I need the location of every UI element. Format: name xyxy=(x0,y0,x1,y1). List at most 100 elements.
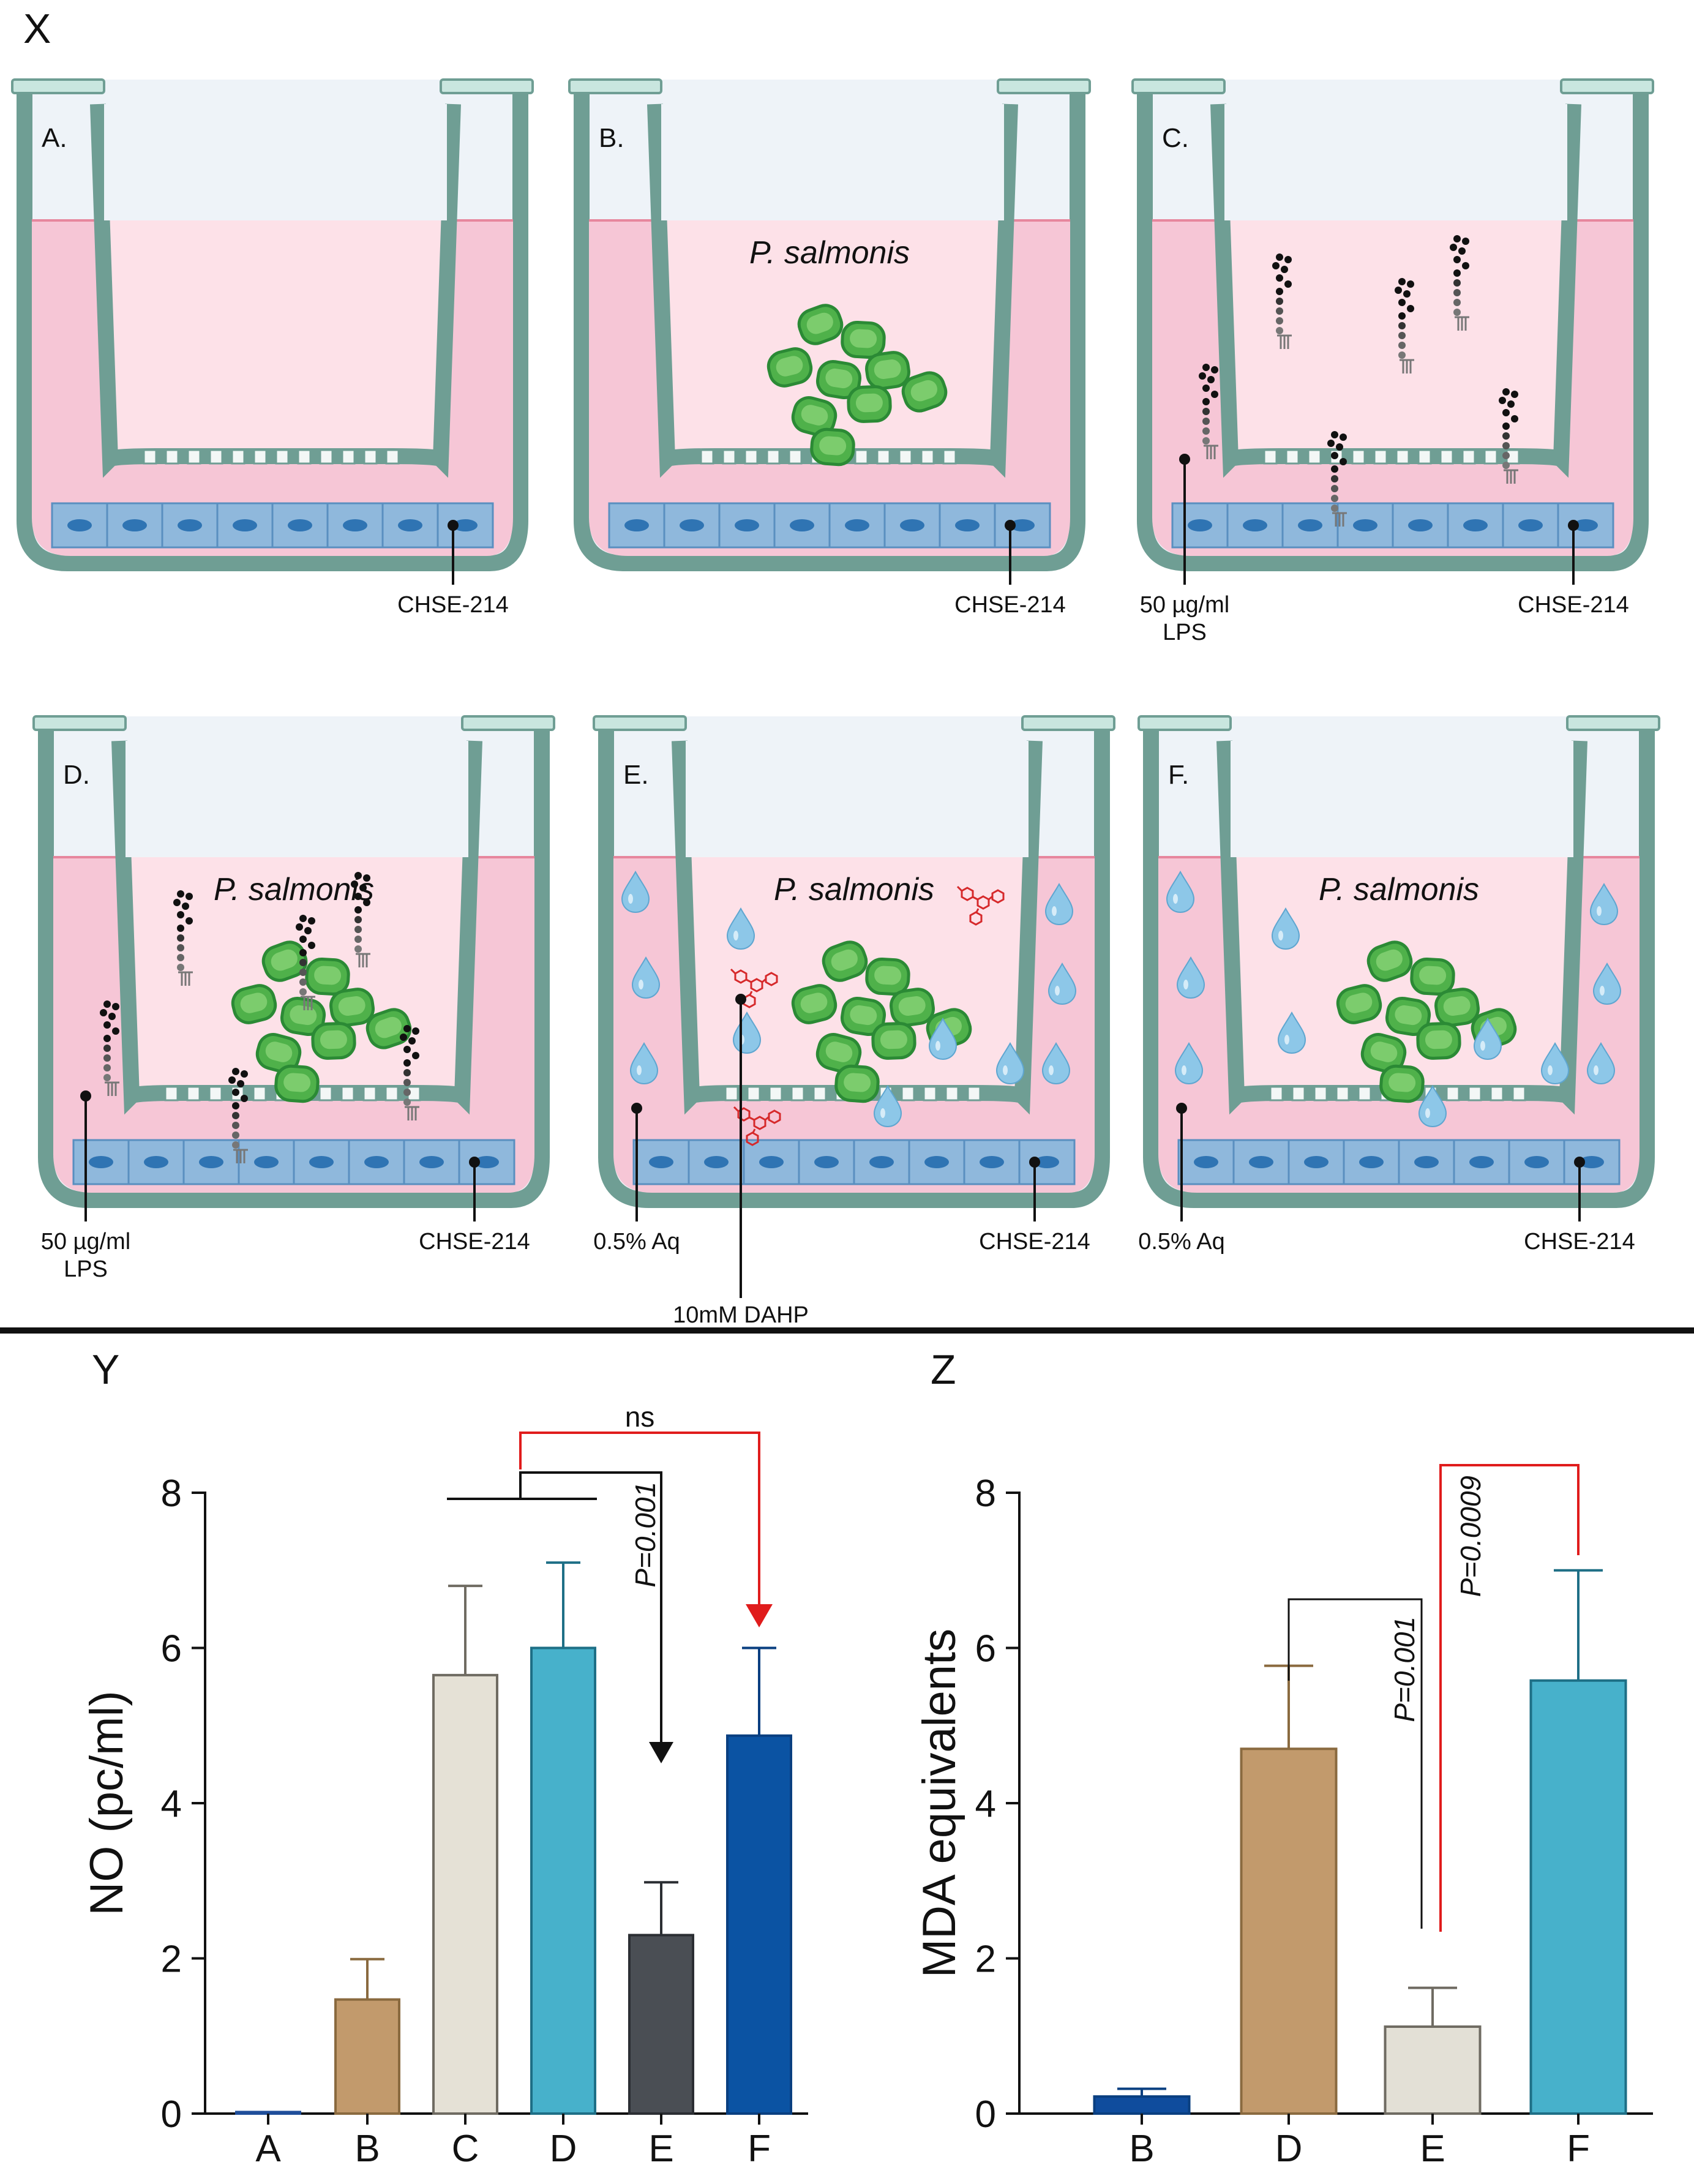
x-tick-label: D xyxy=(1275,2128,1303,2170)
x-tick-label: B xyxy=(354,2128,380,2170)
well-E: E. CHSE-214 P. salmonis 10mM DAHP 0.5% Aq xyxy=(593,715,1115,1328)
membrane-pore xyxy=(1445,1086,1460,1101)
cell-nucleus xyxy=(924,1156,949,1168)
cell-nucleus xyxy=(144,1156,168,1168)
membrane-pore xyxy=(208,1086,223,1101)
x-tick-label: E xyxy=(1420,2128,1445,2170)
membrane-pore xyxy=(1467,1086,1482,1101)
y-axis-label: MDA equivalents xyxy=(913,1629,965,1978)
cell-nucleus xyxy=(1188,519,1212,531)
membrane-pore xyxy=(790,1086,805,1101)
insert-rim-left xyxy=(1131,78,1226,94)
cell-nucleus xyxy=(955,519,980,531)
insert-rim-left xyxy=(568,78,662,94)
membrane-pore xyxy=(362,1086,377,1101)
left-label-2: LPS xyxy=(1163,620,1207,645)
cell-nucleus xyxy=(735,519,759,531)
membrane-pore xyxy=(766,449,781,465)
bar-B xyxy=(334,1998,400,2115)
y-tick-label: 4 xyxy=(975,1783,996,1825)
x-tick-label: C xyxy=(452,2128,479,2170)
dahp-pointer-dot xyxy=(735,994,746,1005)
pathogen-label: P. salmonis xyxy=(749,235,910,271)
cell-nucleus xyxy=(1194,1156,1218,1168)
cells-label: CHSE-214 xyxy=(419,1229,530,1255)
cell-nucleus xyxy=(1249,1156,1273,1168)
membrane-pore xyxy=(143,449,157,465)
cells-label: CHSE-214 xyxy=(954,592,1066,618)
cell-monolayer xyxy=(72,1139,515,1185)
membrane-pore xyxy=(340,1086,355,1101)
bacterium xyxy=(1380,1065,1424,1103)
membrane-pore xyxy=(319,449,334,465)
well-letter: A. xyxy=(42,123,67,153)
left-pointer-dot xyxy=(80,1090,91,1101)
membrane-pore xyxy=(1461,449,1476,465)
membrane-pore xyxy=(165,449,179,465)
cell-nucleus xyxy=(814,1156,839,1168)
bacterium xyxy=(275,1065,319,1103)
bar-F xyxy=(726,1734,792,2115)
cell-nucleus xyxy=(1414,1156,1439,1168)
membrane-pore xyxy=(1490,1086,1504,1101)
well-F: F. CHSE-214 P. salmonis 0.5% Aq xyxy=(1137,715,1660,1255)
membrane-pore xyxy=(385,449,400,465)
membrane-pore xyxy=(967,1086,981,1101)
membrane-pore xyxy=(209,449,223,465)
insert-rim-right xyxy=(1021,715,1115,731)
membrane-pore xyxy=(788,449,803,465)
insert-air xyxy=(686,741,1029,857)
y-tick-label: 2 xyxy=(161,1938,182,1981)
cell-nucleus xyxy=(790,519,814,531)
membrane-pore xyxy=(1313,1086,1328,1101)
bacterium xyxy=(1417,1023,1460,1059)
membrane-pore xyxy=(722,449,736,465)
cells-label: CHSE-214 xyxy=(1524,1229,1635,1255)
cell-nucleus xyxy=(649,1156,673,1168)
cell-nucleus xyxy=(419,1156,444,1168)
membrane-pore xyxy=(297,449,312,465)
y-tick-label: 4 xyxy=(161,1783,182,1825)
dahp-label: 10mM DAHP xyxy=(673,1302,809,1328)
sig-arrowhead-red xyxy=(746,1604,773,1627)
membrane-pore xyxy=(186,1086,201,1101)
membrane-pore xyxy=(854,449,869,465)
well-letter: C. xyxy=(1162,123,1189,153)
bar-D xyxy=(1240,1747,1338,2115)
cell-nucleus xyxy=(624,519,649,531)
well-B: B. CHSE-214 P. salmonis xyxy=(568,78,1091,618)
cells-pointer-dot xyxy=(1568,520,1579,531)
cell-nucleus xyxy=(67,519,92,531)
membrane-pore xyxy=(187,449,201,465)
membrane-pore xyxy=(942,449,957,465)
left-label: 50 µg/ml xyxy=(1140,592,1230,618)
membrane-pore xyxy=(1417,449,1432,465)
membrane-pore xyxy=(700,449,714,465)
bacterium xyxy=(306,958,350,994)
cell-monolayer xyxy=(608,502,1051,549)
membrane-pore xyxy=(1351,449,1366,465)
panel-label-y: Y xyxy=(92,1346,119,1393)
cells-label: CHSE-214 xyxy=(397,592,509,618)
p-value-red: P=0.0009 xyxy=(1455,1476,1486,1597)
membrane-pore xyxy=(1285,449,1300,465)
cell-nucleus xyxy=(1408,519,1433,531)
insert-rim-right xyxy=(440,78,534,94)
left-pointer-dot xyxy=(1179,454,1190,465)
cell-nucleus xyxy=(1469,1156,1494,1168)
membrane-pore xyxy=(1483,449,1498,465)
cells-label: CHSE-214 xyxy=(1518,592,1629,618)
insert-rim-right xyxy=(1560,78,1654,94)
x-tick-label: F xyxy=(748,2128,771,2170)
cell-nucleus xyxy=(1573,519,1598,531)
cell-nucleus xyxy=(900,519,924,531)
cell-nucleus xyxy=(704,1156,729,1168)
cells-pointer-dot xyxy=(448,520,459,531)
membrane-pore xyxy=(1439,449,1454,465)
membrane-pore xyxy=(1263,449,1278,465)
bacterium xyxy=(811,429,855,466)
well-letter: E. xyxy=(623,760,649,790)
left-pointer-dot xyxy=(631,1103,642,1114)
pathogen-label: P. salmonis xyxy=(214,872,374,907)
